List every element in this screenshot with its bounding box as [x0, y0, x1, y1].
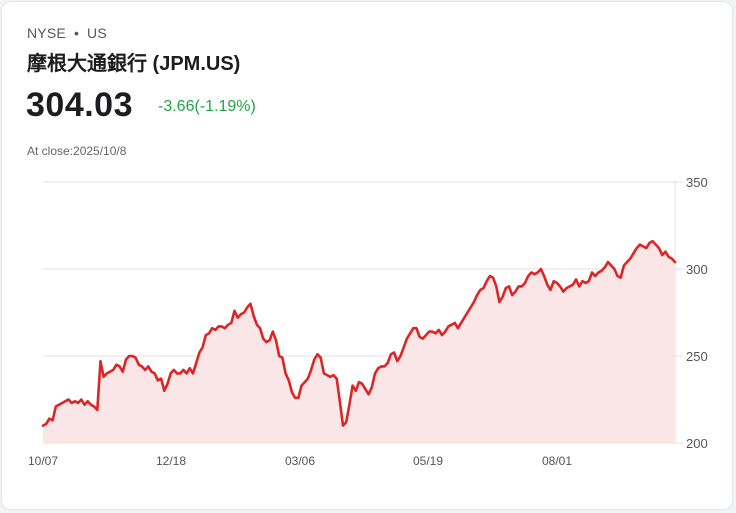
y-tick-label: 350 [686, 175, 708, 190]
close-date: At close:2025/10/8 [27, 144, 127, 158]
price-area-fill [43, 241, 675, 443]
y-tick-label: 300 [686, 262, 708, 277]
x-tick-label: 03/06 [285, 454, 315, 468]
market-name: US [87, 25, 107, 41]
x-axis-labels: 10/07 12/18 03/06 05/19 08/01 [28, 454, 572, 468]
y-axis-labels: 350 300 250 200 [686, 175, 708, 451]
y-tick-label: 250 [686, 349, 708, 364]
x-tick-label: 12/18 [156, 454, 186, 468]
x-tick-label: 10/07 [28, 454, 58, 468]
x-tick-label: 05/19 [413, 454, 443, 468]
x-tick-label: 08/01 [542, 454, 572, 468]
price-line[interactable] [41, 239, 677, 427]
stock-title: 摩根大通銀行 (JPM.US) [27, 53, 241, 75]
current-price: 304.03 [26, 86, 133, 124]
separator-dot: • [73, 25, 80, 41]
exchange-name: NYSE [27, 25, 66, 41]
exchange-line: NYSE • US [27, 25, 107, 41]
price-change: -3.66(-1.19%) [158, 98, 256, 115]
y-tick-label: 200 [686, 436, 708, 451]
